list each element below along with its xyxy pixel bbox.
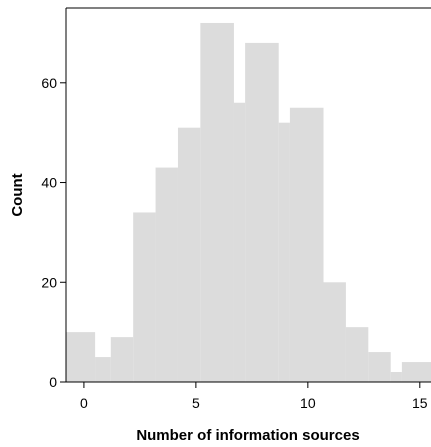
histogram-bar <box>95 357 111 382</box>
histogram-bar <box>368 352 391 382</box>
x-axis-title: Number of information sources <box>136 427 359 444</box>
histogram-bar <box>323 282 346 382</box>
histogram-bar <box>110 337 134 382</box>
y-tick-label: 20 <box>41 274 57 290</box>
x-tick-label: 5 <box>192 395 200 411</box>
histogram-bar <box>66 332 96 382</box>
axes <box>65 7 431 383</box>
histogram-bar <box>177 127 201 383</box>
y-axis-title: Count <box>9 173 26 216</box>
ticks: 0 20 40 60 0 5 10 15 <box>41 75 427 411</box>
x-tick-label: 0 <box>80 395 88 411</box>
histogram-bar <box>155 167 178 382</box>
histogram-bar <box>233 102 246 382</box>
histogram-bar <box>133 212 156 382</box>
histogram-bar <box>278 122 290 383</box>
x-tick-label: 10 <box>300 395 316 411</box>
y-tick-label: 60 <box>41 75 57 91</box>
histogram-bar <box>401 362 431 382</box>
y-tick-label: 40 <box>41 175 57 191</box>
histogram-bar <box>245 42 279 382</box>
histogram-bar <box>345 327 369 382</box>
histogram-bar <box>289 107 324 382</box>
histogram-bar <box>390 372 402 382</box>
x-tick-label: 15 <box>412 395 428 411</box>
y-tick-label: 0 <box>49 374 57 390</box>
histogram-bars <box>66 22 431 383</box>
histogram-bar <box>200 22 234 383</box>
